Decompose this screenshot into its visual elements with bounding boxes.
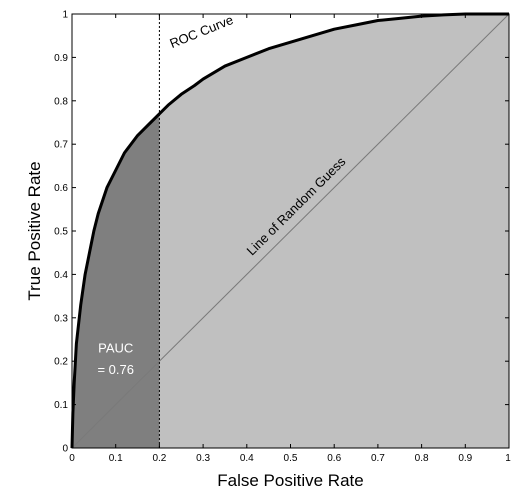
roc-curve-line: [70, 12, 509, 449]
y-tick-label: 0.7: [54, 140, 68, 151]
roc-curve-label: ROC Curve: [167, 12, 235, 51]
y-axis-title: True Positive Rate: [25, 161, 44, 300]
x-tick-label: 0.9: [458, 453, 472, 464]
y-tick-label: 0.1: [54, 400, 68, 411]
x-tick-label: 0.4: [240, 453, 254, 464]
partial-auc-area: [72, 113, 160, 448]
x-tick-label: 1: [505, 453, 511, 464]
x-tick-label: 0.2: [152, 453, 166, 464]
y-tick-label: 0.9: [54, 53, 68, 64]
x-tick-label: 0.7: [371, 453, 385, 464]
y-tick-label: 1: [62, 10, 68, 21]
x-tick-label: 0.1: [109, 453, 123, 464]
y-tick-label: 0.4: [54, 270, 68, 281]
x-tick-label: 0.5: [284, 453, 298, 464]
y-tick-label: 0.8: [54, 96, 68, 107]
pauc-label: PAUC: [98, 341, 133, 356]
random-guess-line: [71, 13, 510, 449]
pauc-value-label: = 0.76: [97, 362, 134, 377]
y-tick-label: 0.3: [54, 313, 68, 324]
y-tick-label: 0.6: [54, 183, 68, 194]
x-tick-label: 0.3: [196, 453, 210, 464]
x-tick-label: 0: [69, 453, 75, 464]
y-tick-label: 0: [62, 444, 68, 455]
y-tick-label: 0.2: [54, 357, 68, 368]
x-tick-label: 0.8: [415, 453, 429, 464]
y-axis-ticks: 0 0.1 0.2 0.3 0.4 0.5 0.6 0.7 0.8 0.9 1: [54, 10, 509, 455]
x-tick-label: 0.6: [327, 453, 341, 464]
x-axis-title: False Positive Rate: [217, 471, 363, 490]
x-axis-ticks: 0 0.1 0.2 0.3 0.4 0.5 0.6 0.7 0.8 0.9 1: [69, 14, 511, 464]
plot-area: [70, 12, 510, 449]
y-tick-label: 0.5: [54, 227, 68, 238]
